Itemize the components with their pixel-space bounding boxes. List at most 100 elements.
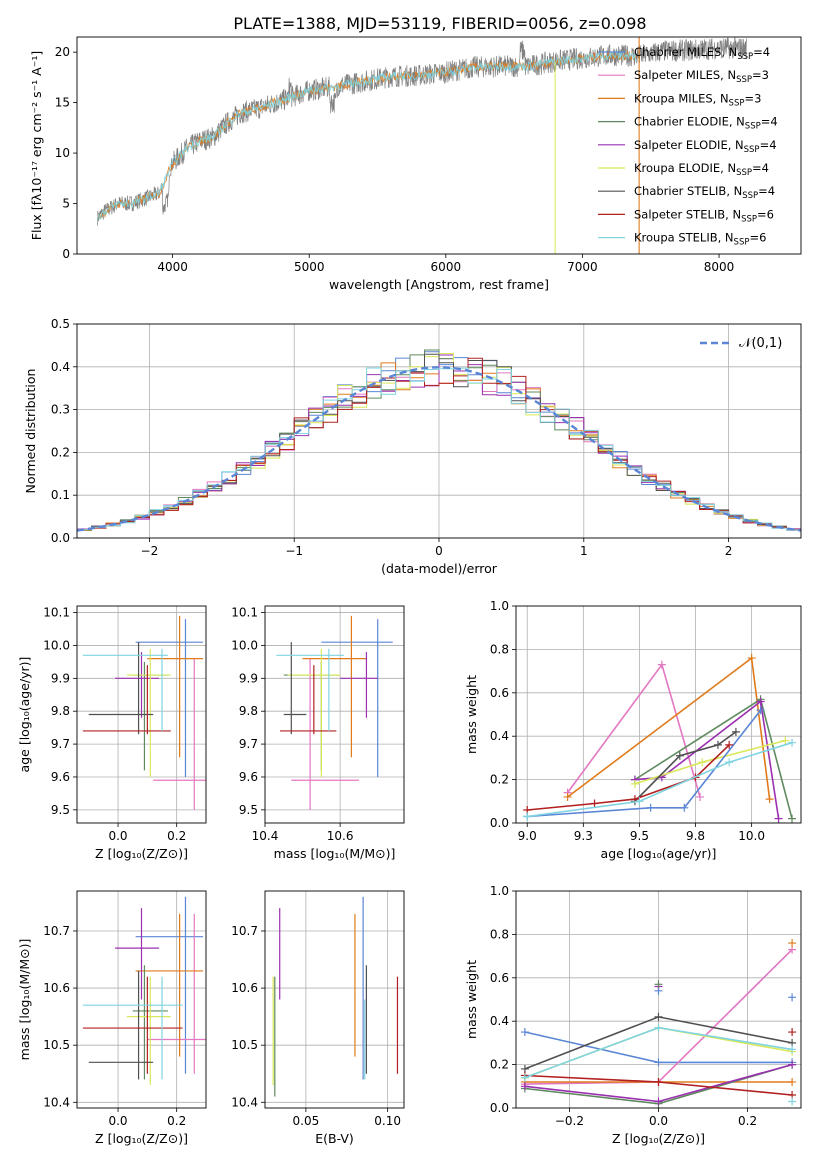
- legend-entry: Salpeter MILES, NSSP=3: [634, 68, 769, 85]
- errorbar-point: [82, 976, 183, 1080]
- tick-label-x: 0.05: [293, 1114, 320, 1128]
- tick-label-y: 10.6: [43, 981, 70, 995]
- data-marker: [788, 1060, 797, 1069]
- tick-label-y: 0.6: [490, 686, 509, 700]
- tick-label-x: −2: [141, 544, 159, 558]
- plot-area: [77, 606, 206, 823]
- tick-label-y: 20: [55, 45, 70, 59]
- legend-entry: Chabrier STELIB, NSSP=4: [634, 184, 775, 201]
- x-axis-label: Z [log₁₀(Z/Z⊙)]: [612, 1131, 705, 1146]
- x-axis-label: mass [log₁₀(M/M⊙)]: [274, 846, 396, 861]
- tick-label-x: 2: [725, 544, 733, 558]
- legend-entry: Salpeter ELODIE, NSSP=4: [634, 138, 777, 155]
- mass-weight-series: [563, 654, 774, 804]
- x-axis-label: age [log₁₀(age/yr)]: [601, 846, 717, 861]
- tick-label-y: 0.5: [51, 317, 70, 331]
- tick-label-y: 10.4: [231, 1095, 258, 1109]
- data-marker: [657, 660, 666, 669]
- data-marker: [654, 1077, 663, 1086]
- data-marker: [781, 736, 790, 745]
- tick-label-y: 10.7: [43, 924, 70, 938]
- errorbar-point: [147, 615, 204, 758]
- y-axis-label: mass [log₁₀(M/M⊙)]: [17, 939, 32, 1061]
- data-marker: [523, 812, 532, 821]
- series-line: [567, 656, 771, 800]
- tick-label-y: 0.0: [490, 816, 509, 830]
- tick-label-y: 0.8: [490, 927, 509, 941]
- errorbar-point: [135, 913, 204, 1057]
- errorbar-point: [153, 658, 206, 810]
- tick-label-y: 1.0: [490, 884, 509, 898]
- data-marker: [756, 706, 765, 715]
- tick-label-y: 10.1: [43, 606, 70, 620]
- data-marker: [630, 779, 639, 788]
- residual-legend: 𝒩(0,1): [700, 336, 782, 351]
- tick-label-y: 9.6: [239, 770, 258, 784]
- axes-frame: [76, 605, 207, 824]
- tick-label-x: 0: [435, 544, 443, 558]
- tick-label-y: 10.4: [43, 1095, 70, 1109]
- tick-label-y: 15: [55, 96, 70, 110]
- tick-label-y: 5: [62, 197, 70, 211]
- errorbar-point: [340, 652, 378, 718]
- data-marker: [590, 799, 599, 808]
- tick-label-x: 0.10: [374, 1114, 401, 1128]
- tick-label-x: 0.2: [167, 1114, 186, 1128]
- panel-spectrum: 4000 5000 6000 7000 8000 0 5 10 15 20 wavelength […: [29, 36, 802, 292]
- tick-label-y: 0.3: [51, 403, 70, 417]
- y-axis-label: Normed distribution: [23, 369, 38, 494]
- axes-frame: [515, 605, 802, 824]
- figure-title: PLATE=1388, MJD=53119, FIBERID=0056, z=0…: [233, 14, 646, 33]
- panel-mass-vs-EBV: 0.05 0.10 10.4 10.5 10.6 10.7 E(B-V): [231, 890, 405, 1146]
- data-marker: [654, 1058, 663, 1067]
- data-marker: [680, 803, 689, 812]
- tick-label-x: 0.0: [108, 829, 127, 843]
- tick-label-x: 0.0: [108, 1114, 127, 1128]
- errorbar-point: [276, 648, 344, 731]
- tick-label-x: 10.0: [738, 829, 765, 843]
- tick-label-x: 0.2: [167, 829, 186, 843]
- tick-label-y: 0.6: [490, 971, 509, 985]
- tick-label-x: 8000: [704, 260, 735, 274]
- data-marker: [635, 797, 644, 806]
- tick-label-x: 5000: [294, 260, 325, 274]
- data-marker: [756, 697, 765, 706]
- panel-mass-vs-Z: 0.0 0.2 10.4 10.5 10.6 10.7 Z [log₁₀(Z/Z⊙)] mas…: [17, 890, 207, 1146]
- gaussian-curve: [77, 366, 801, 532]
- tick-label-y: 0.1: [51, 488, 70, 502]
- errorbar-point: [147, 913, 206, 1074]
- tick-label-x: 7000: [567, 260, 598, 274]
- data-marker: [788, 1028, 797, 1037]
- tick-label-x: −1: [285, 544, 303, 558]
- y-axis-label: mass weight: [464, 960, 479, 1039]
- errorbar-point: [88, 970, 154, 1080]
- tick-label-y: 0.4: [490, 1014, 509, 1028]
- errorbar-point: [135, 896, 204, 1074]
- tick-label-y: 9.5: [51, 803, 70, 817]
- tick-label-y: 0.8: [490, 642, 509, 656]
- data-marker: [713, 740, 722, 749]
- panel-age-vs-mass: 10.4 10.6 9.5 9.6 9.7 9.8 9.9 10.0 10.1 mass [log…: [231, 605, 405, 861]
- tick-label-x: 4000: [157, 260, 188, 274]
- tick-label-x: 0.2: [738, 1114, 757, 1128]
- tick-label-y: 10.1: [231, 606, 258, 620]
- data-marker: [788, 1077, 797, 1086]
- model-spectrum: [97, 50, 638, 221]
- data-marker: [788, 814, 797, 823]
- tick-label-y: 9.6: [51, 770, 70, 784]
- plot-area: [265, 606, 404, 823]
- series-line: [634, 731, 737, 802]
- errorbar-point: [135, 619, 204, 777]
- series-line: [527, 709, 762, 818]
- plot-area: [77, 324, 801, 538]
- legend-entry: Kroupa MILES, NSSP=3: [634, 91, 761, 108]
- mass-weight-series: [630, 736, 790, 788]
- axes-frame: [76, 36, 802, 255]
- data-marker: [731, 727, 740, 736]
- errorbar-point: [283, 642, 307, 735]
- tick-label-x: 9.5: [630, 829, 649, 843]
- data-marker: [675, 751, 684, 760]
- mass-weight-series: [523, 740, 734, 814]
- spectrum-legend: Chabrier MILES, NSSP=4 Salpeter MILES, NS…: [598, 45, 778, 248]
